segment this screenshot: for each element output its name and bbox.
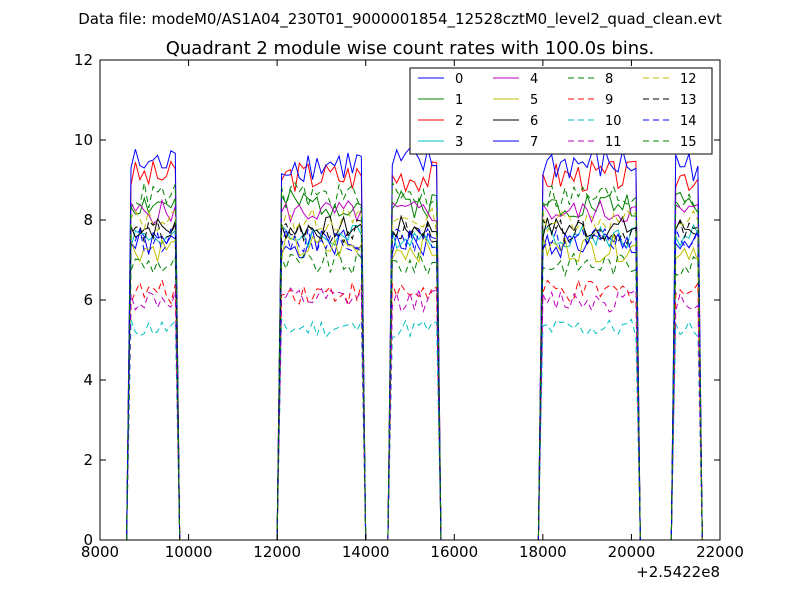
legend-label-6: 6 <box>530 114 538 129</box>
legend-label-12: 12 <box>680 72 697 87</box>
x-tick-label: 14000 <box>342 543 390 561</box>
x-offset-label: +2.5422e8 <box>636 563 720 581</box>
series-layer <box>126 147 703 540</box>
series-line-11 <box>126 287 703 540</box>
series-line-12 <box>126 207 703 540</box>
series-line-10 <box>126 318 703 540</box>
legend-label-10: 10 <box>605 114 622 129</box>
legend-label-2: 2 <box>455 114 463 129</box>
series-line-4 <box>126 198 703 540</box>
series-line-3 <box>126 223 703 540</box>
chart-title: Quadrant 2 module wise count rates with … <box>166 38 655 59</box>
series-line-6 <box>126 214 703 540</box>
y-tick-label: 12 <box>74 51 93 69</box>
legend-label-9: 9 <box>605 93 613 108</box>
y-tick-label: 8 <box>83 211 93 229</box>
legend-label-7: 7 <box>530 135 538 150</box>
series-line-8 <box>126 250 703 540</box>
x-tick-label: 22000 <box>696 543 744 561</box>
y-tick-label: 4 <box>83 371 93 389</box>
series-line-2 <box>126 160 703 540</box>
legend-label-14: 14 <box>680 114 697 129</box>
series-line-13 <box>126 218 703 540</box>
series-line-0 <box>126 228 703 540</box>
x-tick-label: 20000 <box>608 543 656 561</box>
y-tick-label: 2 <box>83 451 93 469</box>
x-tick-label: 16000 <box>430 543 478 561</box>
legend-label-15: 15 <box>680 135 697 150</box>
series-line-14 <box>126 227 703 540</box>
chart-suptitle: Data file: modeM0/AS1A04_230T01_90000018… <box>78 10 722 29</box>
legend-frame <box>409 67 713 155</box>
x-tick-label: 12000 <box>253 543 301 561</box>
legend-label-11: 11 <box>605 135 622 150</box>
y-tick-label: 10 <box>74 131 93 149</box>
x-tick-label: 8000 <box>81 543 119 561</box>
series-line-9 <box>126 278 703 540</box>
legend-label-0: 0 <box>455 72 463 87</box>
legend-label-3: 3 <box>455 135 463 150</box>
series-line-15 <box>126 181 703 540</box>
ticks-layer: 8000 10000 12000 14000 16000 18000 20000 22000 0… <box>74 51 744 561</box>
x-tick-label: 10000 <box>165 543 213 561</box>
x-tick-label: 18000 <box>519 543 567 561</box>
legend-label-8: 8 <box>605 72 613 87</box>
legend-label-13: 13 <box>680 93 697 108</box>
legend-label-1: 1 <box>455 93 463 108</box>
legend-label-4: 4 <box>530 72 538 87</box>
y-tick-label: 6 <box>83 291 93 309</box>
y-tick-label: 0 <box>83 531 93 549</box>
legend-label-5: 5 <box>530 93 538 108</box>
series-line-5 <box>126 232 703 540</box>
series-line-1 <box>126 188 703 540</box>
